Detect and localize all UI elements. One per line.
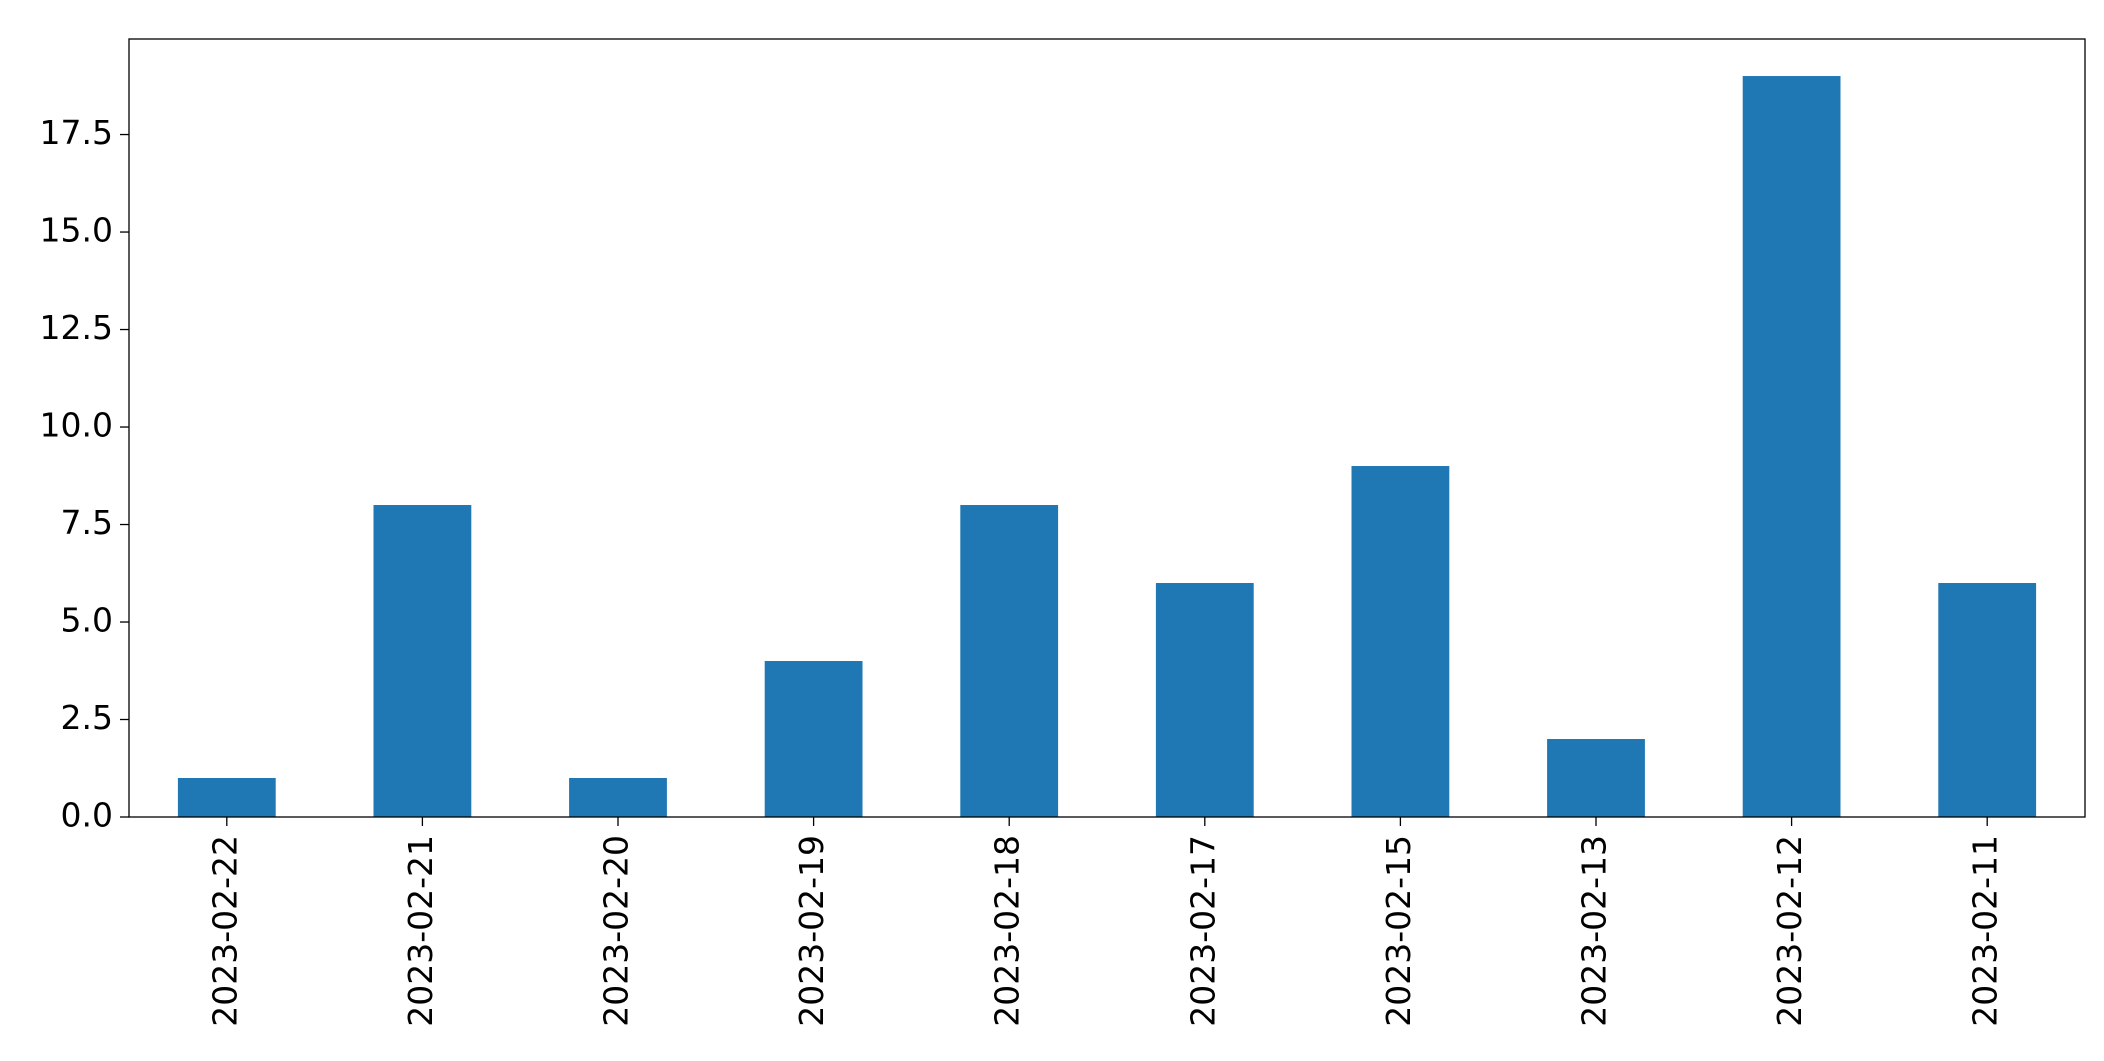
x-tick-label: 2023-02-17 xyxy=(1183,835,1222,1027)
y-tick-label: 5.0 xyxy=(61,601,113,640)
y-tick-label: 0.0 xyxy=(61,796,113,835)
bar xyxy=(960,505,1059,817)
x-tick-label: 2023-02-22 xyxy=(205,835,244,1027)
x-tick-label: 2023-02-12 xyxy=(1770,835,1809,1027)
bar xyxy=(1155,583,1254,817)
x-tick-label: 2023-02-13 xyxy=(1575,835,1614,1027)
y-tick-label: 7.5 xyxy=(61,503,113,542)
x-tick-label: 2023-02-20 xyxy=(597,835,636,1027)
bar xyxy=(569,778,667,817)
y-tick-label: 17.5 xyxy=(40,113,113,152)
x-tick-label: 2023-02-11 xyxy=(1966,835,2005,1027)
x-tick-label: 2023-02-15 xyxy=(1379,835,1418,1027)
plot-frame xyxy=(128,38,2086,818)
bar xyxy=(1351,466,1450,817)
x-tick-label: 2023-02-19 xyxy=(792,835,831,1027)
x-tick-label: 2023-02-18 xyxy=(988,835,1027,1027)
bar xyxy=(177,778,276,817)
y-tick-label: 10.0 xyxy=(40,406,113,445)
bar xyxy=(373,505,472,817)
bar xyxy=(764,661,863,817)
y-tick-label: 12.5 xyxy=(40,308,113,347)
x-tick-label: 2023-02-21 xyxy=(401,835,440,1027)
bar xyxy=(1742,76,1841,818)
y-tick-label: 2.5 xyxy=(61,698,113,737)
bar xyxy=(1547,739,1645,817)
bar xyxy=(1938,583,2037,817)
y-tick-label: 15.0 xyxy=(40,211,113,250)
